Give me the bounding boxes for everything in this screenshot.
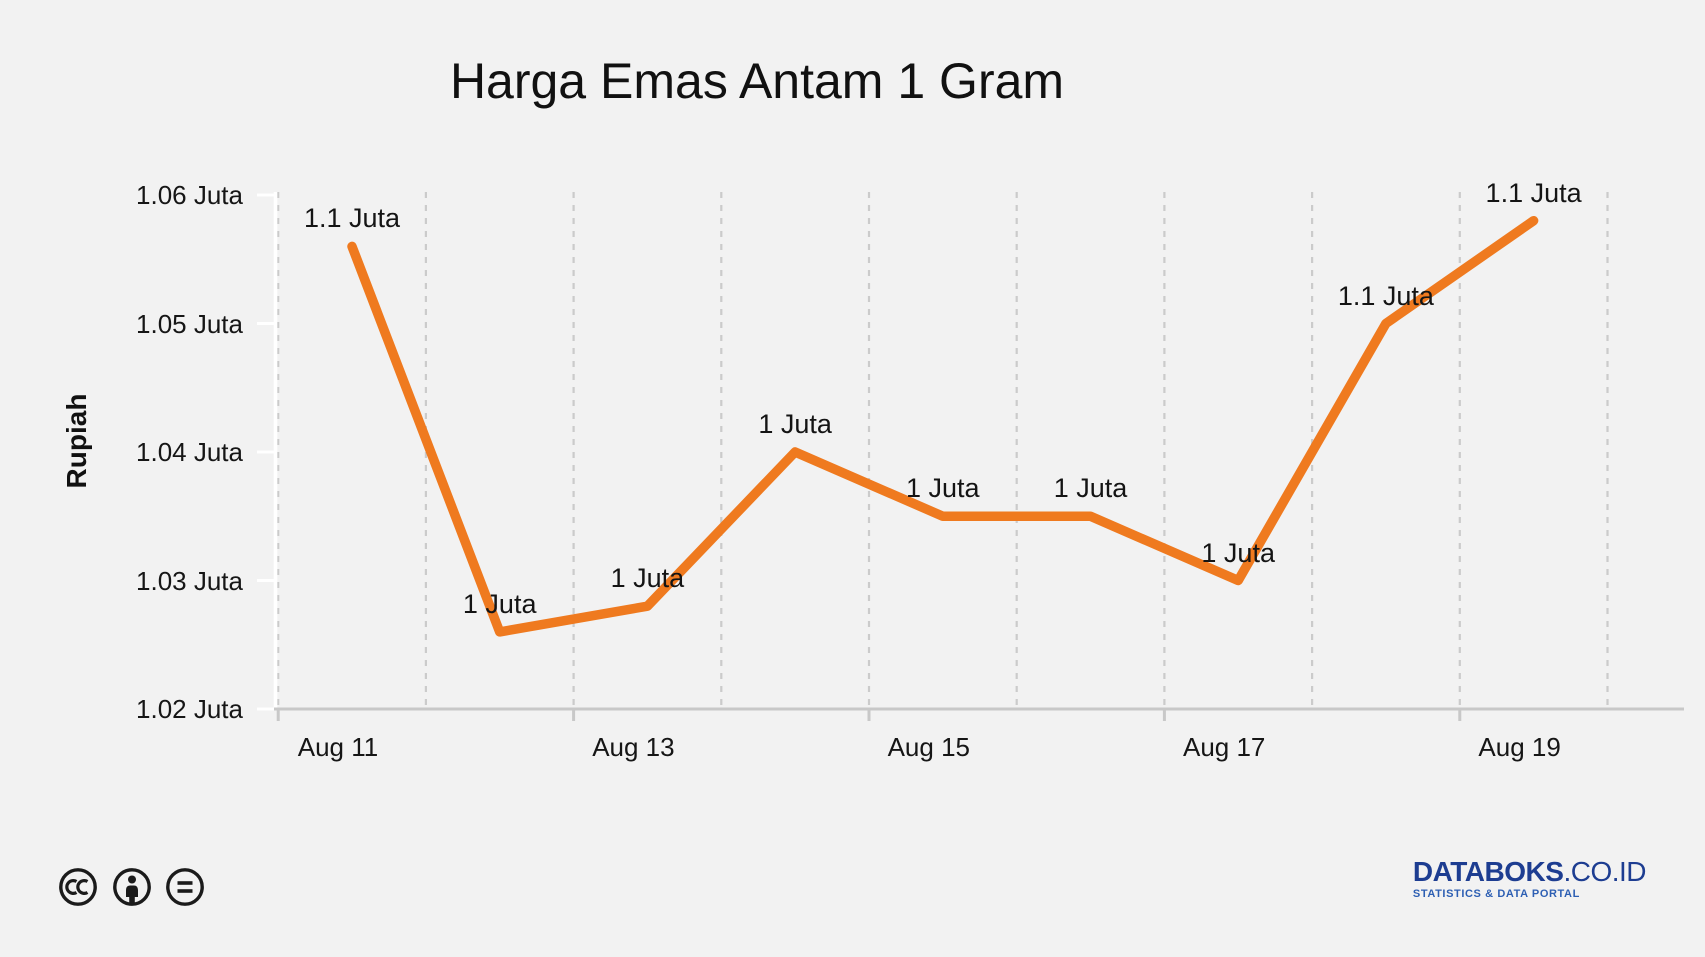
cc-icon xyxy=(59,868,97,906)
x-tick-label: Aug 19 xyxy=(1478,732,1561,762)
gold-price-line xyxy=(347,215,1539,637)
y-tick-label: 1.03 Juta xyxy=(136,565,243,596)
point-label: 1 Juta xyxy=(758,409,832,439)
chart-title: Harga Emas Antam 1 Gram xyxy=(449,53,1065,109)
y-tick-label: 1.06 Juta xyxy=(136,180,243,210)
cc-license-badges xyxy=(58,866,218,915)
x-tick-label: Aug 17 xyxy=(1182,732,1266,762)
point-label: 1 Juta xyxy=(1201,537,1275,568)
brand-suffix: .CO.ID xyxy=(1563,856,1646,887)
point-label: 1.1 Juta xyxy=(1337,280,1434,311)
point-label: 1 Juta xyxy=(1053,473,1128,504)
brand-tagline: STATISTICS & DATA PORTAL xyxy=(1412,888,1580,900)
x-tick-label: Aug 11 xyxy=(297,732,379,762)
attribution-person-icon xyxy=(113,868,151,906)
databoks-logo: DATABOKS.CO.ID STATISTICS & DATA PORTAL xyxy=(1412,856,1647,901)
no-derivatives-equals-icon xyxy=(166,868,204,906)
brand-name: DATABOKS xyxy=(1412,856,1564,887)
y-tick-label: 1.05 Juta xyxy=(136,308,243,339)
point-label: 1 Juta xyxy=(462,588,537,619)
point-label: 1.1 Juta xyxy=(1485,177,1582,208)
x-tick-label: Aug 15 xyxy=(887,732,970,762)
x-tick-label: Aug 13 xyxy=(592,732,675,762)
point-label: 1 Juta xyxy=(610,563,685,594)
brand-wordmark: DATABOKS.CO.ID xyxy=(1412,856,1647,887)
y-tick-label: 1.04 Juta xyxy=(136,437,243,467)
y-tick-label: 1.02 Juta xyxy=(136,694,243,724)
point-label: 1 Juta xyxy=(906,473,980,504)
point-label: 1.1 Juta xyxy=(303,203,401,234)
